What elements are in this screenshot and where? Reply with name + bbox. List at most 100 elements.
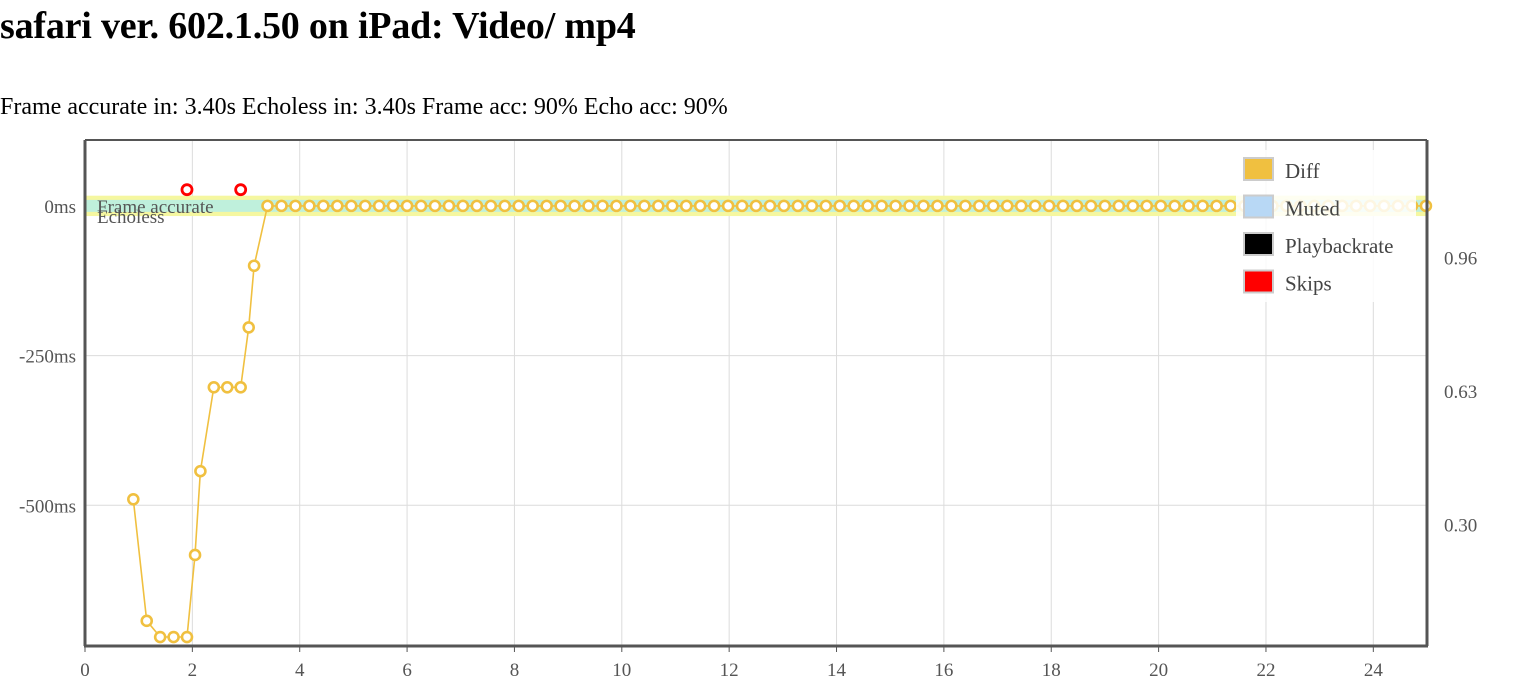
diff-point xyxy=(386,199,400,213)
diff-point xyxy=(242,321,256,334)
diff-point xyxy=(707,199,721,213)
diff-point xyxy=(931,199,944,213)
diff-point xyxy=(833,199,847,213)
diff-point xyxy=(777,199,791,213)
diff-point xyxy=(861,199,874,213)
series xyxy=(127,183,1433,644)
frame-acc: Frame acc: 90% xyxy=(421,94,578,120)
diff-point xyxy=(317,199,330,213)
diff-point xyxy=(791,199,805,213)
y-tick-label: -500ms xyxy=(19,496,76,517)
diff-point xyxy=(568,199,581,213)
diff-point xyxy=(1070,199,1084,213)
x-tick-label: 2 xyxy=(188,660,198,681)
y2-tick-label: 0.30 xyxy=(1444,516,1477,537)
diff-point xyxy=(819,199,833,213)
diff-point xyxy=(372,199,386,213)
diff-point xyxy=(1196,199,1209,213)
skip-point xyxy=(234,183,248,197)
diff-point xyxy=(986,199,1000,213)
diff-point xyxy=(442,199,456,213)
diff-point xyxy=(400,199,414,213)
legend-label-skips: Skips xyxy=(1285,272,1332,296)
diff-point xyxy=(289,199,302,213)
echo-acc: Echo acc: 90% xyxy=(583,94,728,120)
summary-stats: Frame accurate in: 3.40s Echoless in: 3.4… xyxy=(0,94,734,121)
diff-point xyxy=(512,199,526,213)
diff-point xyxy=(428,199,442,213)
diff-point xyxy=(484,199,498,213)
legend-swatch-diff xyxy=(1243,157,1274,181)
diff-point xyxy=(220,381,234,394)
diff-point xyxy=(167,630,180,644)
diff-point xyxy=(749,199,763,213)
diff-point xyxy=(554,199,567,213)
diff-point xyxy=(207,381,221,394)
diff-point xyxy=(261,199,274,213)
frame-accurate-in: Frame accurate in: 3.40s xyxy=(0,94,236,120)
skip-point xyxy=(180,183,194,197)
diff-point xyxy=(127,492,140,506)
diff-point xyxy=(275,199,288,213)
diff-point xyxy=(721,199,735,213)
diff-point xyxy=(456,199,470,213)
diff-point xyxy=(665,199,679,213)
diff-point xyxy=(1224,199,1237,213)
diff-point xyxy=(188,548,202,562)
diff-point xyxy=(959,199,972,213)
legend-label-muted: Muted xyxy=(1285,197,1340,221)
frame-accurate-band-label: Frame accurate xyxy=(97,197,214,218)
diff-point xyxy=(596,199,609,213)
legend: Diff Muted Playbackrate Skips xyxy=(1236,150,1416,302)
legend-label-diff: Diff xyxy=(1285,159,1320,183)
x-tick-label: 8 xyxy=(510,660,520,681)
diff-point xyxy=(763,199,777,213)
diff-point xyxy=(679,199,693,213)
diff-point xyxy=(330,199,344,213)
diff-point xyxy=(1056,199,1070,213)
diff-point xyxy=(889,199,902,213)
diff-point xyxy=(917,199,930,213)
diff-point xyxy=(973,199,986,213)
diff-point xyxy=(1140,199,1154,213)
diff-point xyxy=(693,199,707,213)
diff-point xyxy=(1112,199,1126,213)
diff-point xyxy=(1126,199,1140,213)
y-tick-label: 0ms xyxy=(44,197,76,218)
diff-point xyxy=(652,199,665,213)
diff-point xyxy=(1154,199,1168,213)
diff-point xyxy=(140,614,154,628)
diff-point xyxy=(582,199,595,213)
x-tick-label: 4 xyxy=(295,660,305,681)
diff-point xyxy=(1000,199,1014,213)
diff-point xyxy=(624,199,637,213)
legend-swatch-playbackrate xyxy=(1243,232,1274,256)
diff-point xyxy=(1168,199,1182,213)
legend-label-playbackrate: Playbackrate xyxy=(1285,234,1393,258)
x-tick-label: 12 xyxy=(720,660,739,681)
diff-point xyxy=(180,630,194,644)
diff-point xyxy=(1182,199,1195,213)
diff-point xyxy=(526,199,539,213)
x-tick-label: 18 xyxy=(1042,660,1061,681)
page-title: safari ver. 602.1.50 on iPad: Video/ mp4 xyxy=(0,5,636,47)
legend-swatch-skips xyxy=(1243,269,1274,294)
diff-point xyxy=(805,199,819,213)
diff-point xyxy=(903,199,916,213)
diff-line xyxy=(132,205,1426,638)
x-tick-label: 16 xyxy=(934,660,953,681)
x-tick-label: 24 xyxy=(1364,660,1384,681)
diff-point xyxy=(610,199,623,213)
x-tick-label: 22 xyxy=(1256,660,1275,681)
echoless-in: Echoless in: 3.40s xyxy=(241,94,416,120)
y2-tick-label: 0.96 xyxy=(1444,248,1477,269)
diff-point xyxy=(1028,199,1042,213)
diff-point xyxy=(153,630,167,644)
x-tick-label: 20 xyxy=(1149,660,1168,681)
diff-point xyxy=(1098,199,1112,213)
legend-swatch-muted xyxy=(1243,194,1274,219)
diff-point xyxy=(498,199,512,213)
x-tick-label: 0 xyxy=(80,660,90,681)
diff-point xyxy=(470,199,484,213)
